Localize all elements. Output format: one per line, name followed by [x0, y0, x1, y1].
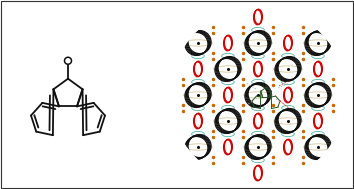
Circle shape: [64, 57, 72, 64]
